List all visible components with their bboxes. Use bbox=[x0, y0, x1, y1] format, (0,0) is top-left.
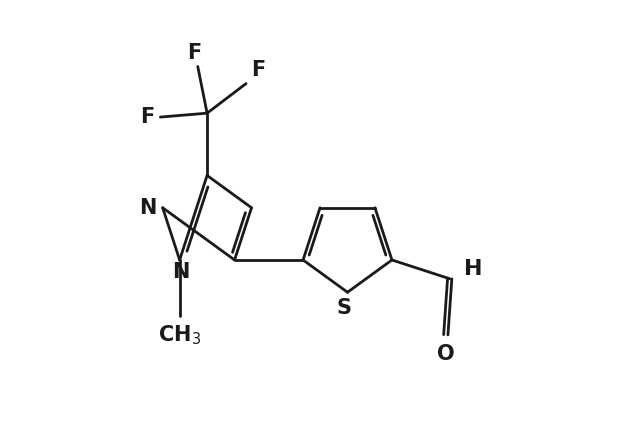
Text: N: N bbox=[173, 261, 190, 282]
Text: H: H bbox=[464, 259, 482, 280]
Text: O: O bbox=[437, 344, 454, 364]
Text: S: S bbox=[336, 298, 351, 318]
Text: F: F bbox=[188, 43, 202, 63]
Text: N: N bbox=[139, 198, 156, 218]
Text: F: F bbox=[140, 107, 154, 127]
Text: CH$_3$: CH$_3$ bbox=[158, 324, 201, 347]
Text: F: F bbox=[252, 61, 266, 80]
